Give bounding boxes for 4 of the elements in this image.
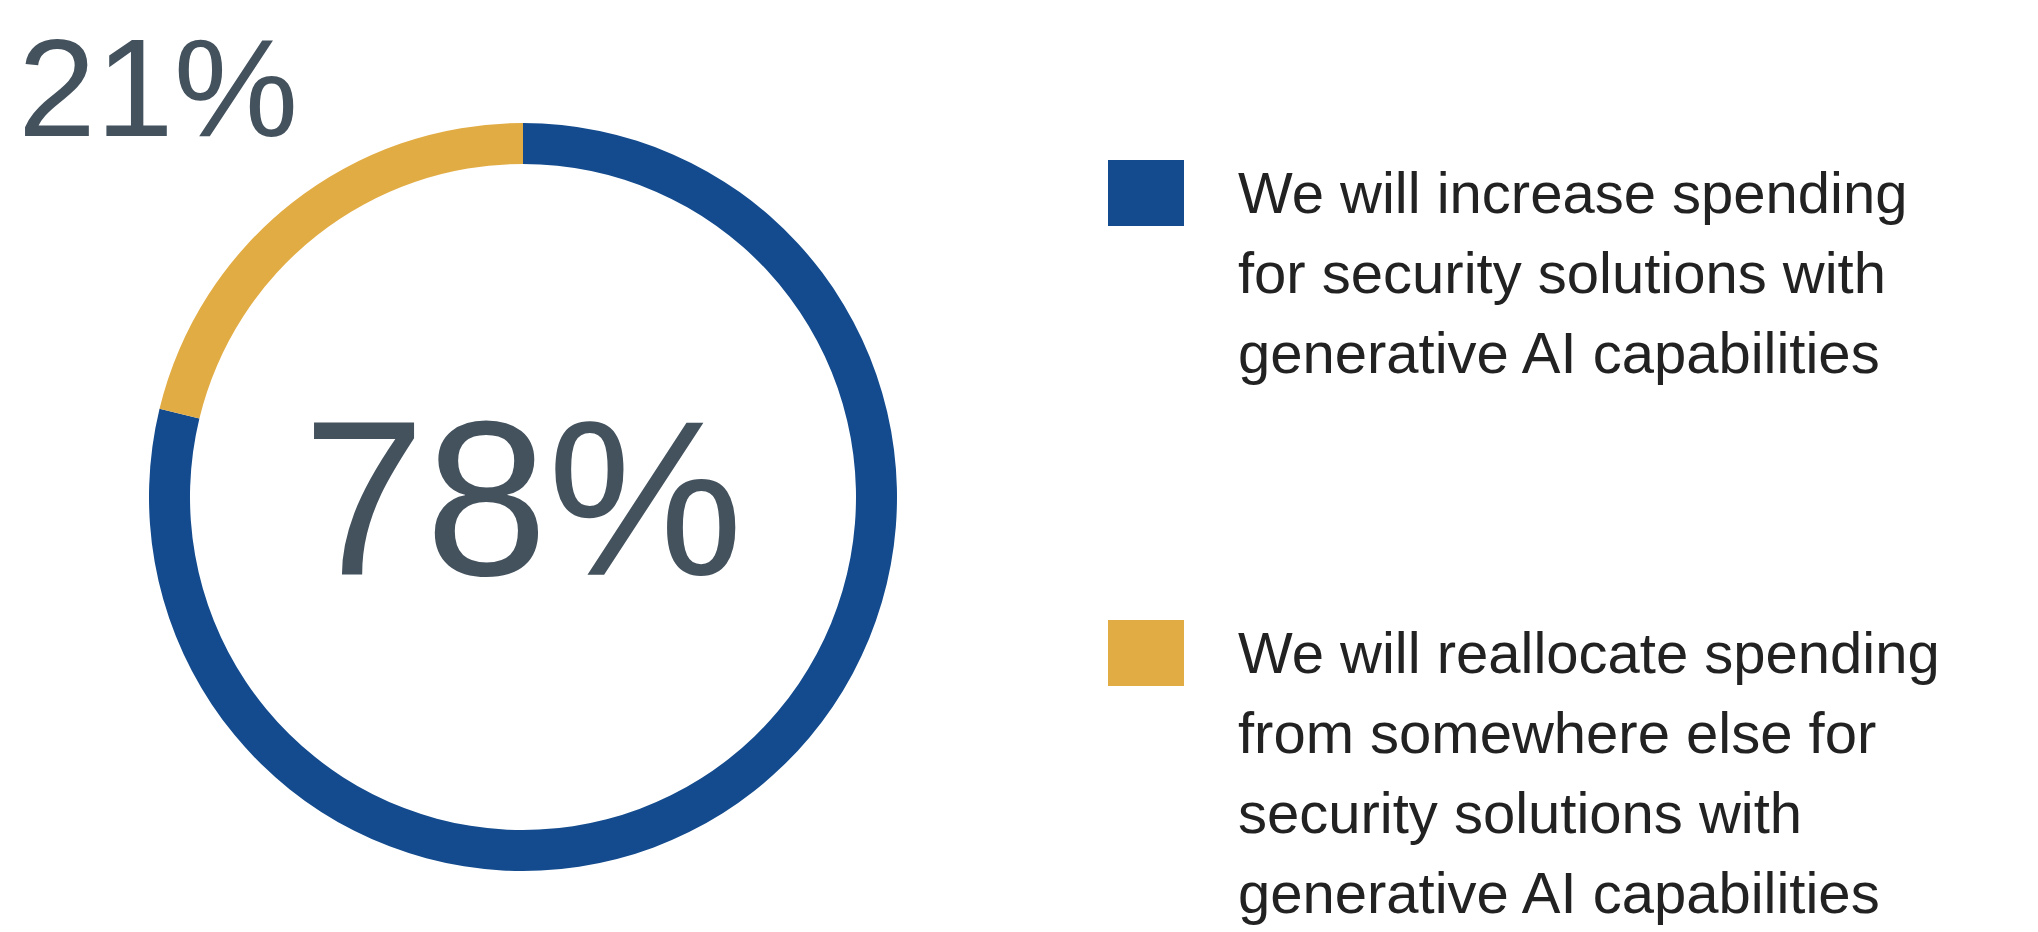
- data-label: 78%: [302, 376, 744, 622]
- legend-label: We will increase spending for security solutions with generative AI capabilities: [1238, 160, 1908, 385]
- legend-label: We will reallocate spending from somewhere else for security solutions with generative AI capabilities: [1238, 620, 1940, 925]
- data-label: 21%: [18, 9, 299, 166]
